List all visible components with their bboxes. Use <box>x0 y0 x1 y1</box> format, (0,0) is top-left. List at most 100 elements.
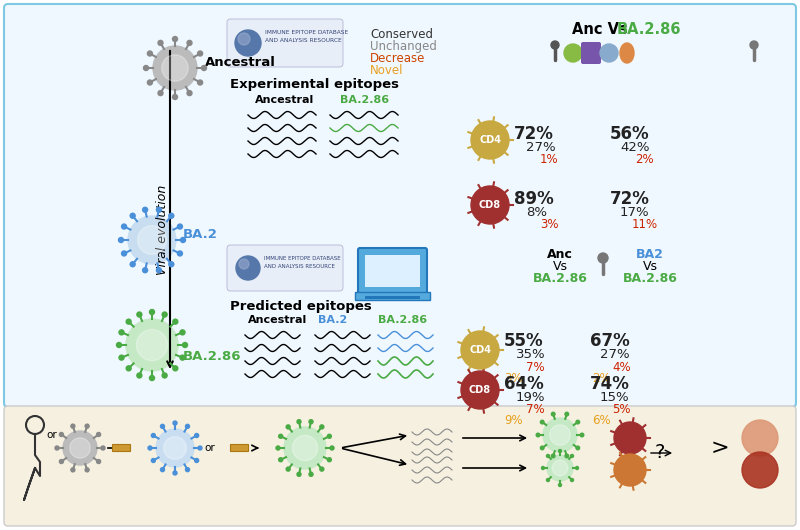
Circle shape <box>202 66 206 70</box>
Circle shape <box>85 424 89 428</box>
Text: 3%: 3% <box>504 372 522 385</box>
Circle shape <box>142 268 148 273</box>
Circle shape <box>576 446 579 450</box>
Circle shape <box>330 446 334 450</box>
Text: 6%: 6% <box>592 414 610 427</box>
Circle shape <box>543 418 577 452</box>
Circle shape <box>187 91 192 95</box>
Circle shape <box>614 422 646 454</box>
Circle shape <box>143 66 149 70</box>
Circle shape <box>742 420 778 456</box>
Circle shape <box>186 467 190 472</box>
Circle shape <box>59 432 63 437</box>
Circle shape <box>153 46 197 90</box>
Text: 27%: 27% <box>600 348 630 361</box>
Circle shape <box>158 40 163 46</box>
Circle shape <box>471 186 509 224</box>
Text: IMMUNE EPITOPE DATABASE: IMMUNE EPITOPE DATABASE <box>265 31 348 36</box>
Text: BA.2.86: BA.2.86 <box>533 272 587 285</box>
Text: 42%: 42% <box>620 141 650 154</box>
Circle shape <box>471 121 509 159</box>
Circle shape <box>130 213 135 218</box>
Text: 7%: 7% <box>526 403 545 416</box>
Text: IMMUNE EPITOPE DATABASE: IMMUNE EPITOPE DATABASE <box>264 257 341 261</box>
Circle shape <box>284 427 326 469</box>
Circle shape <box>238 33 250 45</box>
Circle shape <box>126 319 131 324</box>
Circle shape <box>173 471 177 475</box>
Ellipse shape <box>620 43 634 63</box>
Circle shape <box>130 262 135 267</box>
Circle shape <box>178 251 182 256</box>
Circle shape <box>286 467 290 471</box>
Circle shape <box>118 237 123 243</box>
Circle shape <box>151 458 155 463</box>
Circle shape <box>278 434 282 438</box>
Text: Predicted epitopes: Predicted epitopes <box>230 300 372 313</box>
Circle shape <box>558 449 562 453</box>
Circle shape <box>138 226 166 254</box>
Circle shape <box>128 216 176 264</box>
Circle shape <box>162 55 188 81</box>
Text: 72%: 72% <box>514 125 554 143</box>
Text: 5%: 5% <box>612 403 630 416</box>
Circle shape <box>173 366 178 371</box>
Circle shape <box>546 455 550 457</box>
Text: Unchanged: Unchanged <box>370 40 437 53</box>
Circle shape <box>85 468 89 472</box>
Text: 8%: 8% <box>526 206 547 219</box>
Text: Vs: Vs <box>553 260 567 273</box>
Text: AND ANALYSIS RESOURCE: AND ANALYSIS RESOURCE <box>265 38 342 42</box>
Text: >: > <box>710 438 730 458</box>
Circle shape <box>173 421 177 425</box>
Circle shape <box>122 251 126 256</box>
Circle shape <box>173 319 178 324</box>
Text: BA.2.86: BA.2.86 <box>617 22 682 37</box>
Circle shape <box>162 373 167 378</box>
Text: 64%: 64% <box>504 375 544 393</box>
Text: Anc Vs: Anc Vs <box>572 22 633 37</box>
Circle shape <box>173 37 178 41</box>
Circle shape <box>71 424 75 428</box>
Text: 89%: 89% <box>514 190 554 208</box>
Text: Ancestral: Ancestral <box>205 56 276 68</box>
Circle shape <box>552 460 568 476</box>
Circle shape <box>286 425 290 429</box>
Circle shape <box>119 330 124 335</box>
Text: 17%: 17% <box>620 206 650 219</box>
Circle shape <box>576 420 579 424</box>
Circle shape <box>564 44 582 62</box>
Circle shape <box>148 446 152 450</box>
Circle shape <box>546 479 550 482</box>
FancyBboxPatch shape <box>230 444 248 451</box>
Text: CD4: CD4 <box>479 135 501 145</box>
Circle shape <box>600 44 618 62</box>
Circle shape <box>570 479 574 482</box>
Circle shape <box>198 446 202 450</box>
Circle shape <box>71 468 75 472</box>
Circle shape <box>461 371 499 409</box>
Text: AND ANALYSIS RESOURCE: AND ANALYSIS RESOURCE <box>264 263 335 269</box>
Text: BA.2.86: BA.2.86 <box>378 315 427 325</box>
Circle shape <box>293 436 318 461</box>
Circle shape <box>147 80 152 85</box>
Circle shape <box>126 366 131 371</box>
Text: Ancestral: Ancestral <box>255 95 314 105</box>
Circle shape <box>150 375 154 381</box>
FancyBboxPatch shape <box>365 255 420 287</box>
Circle shape <box>161 425 165 428</box>
Circle shape <box>327 458 331 462</box>
Text: 4%: 4% <box>612 361 630 374</box>
Circle shape <box>136 330 168 360</box>
Circle shape <box>580 433 584 437</box>
Circle shape <box>297 420 301 423</box>
Circle shape <box>614 454 646 486</box>
Text: 11%: 11% <box>632 218 658 231</box>
Circle shape <box>163 437 186 460</box>
Text: Ancestral: Ancestral <box>248 315 307 325</box>
Circle shape <box>117 342 122 348</box>
Circle shape <box>276 446 280 450</box>
Circle shape <box>309 472 313 476</box>
Text: Novel: Novel <box>370 64 403 77</box>
Circle shape <box>173 94 178 100</box>
